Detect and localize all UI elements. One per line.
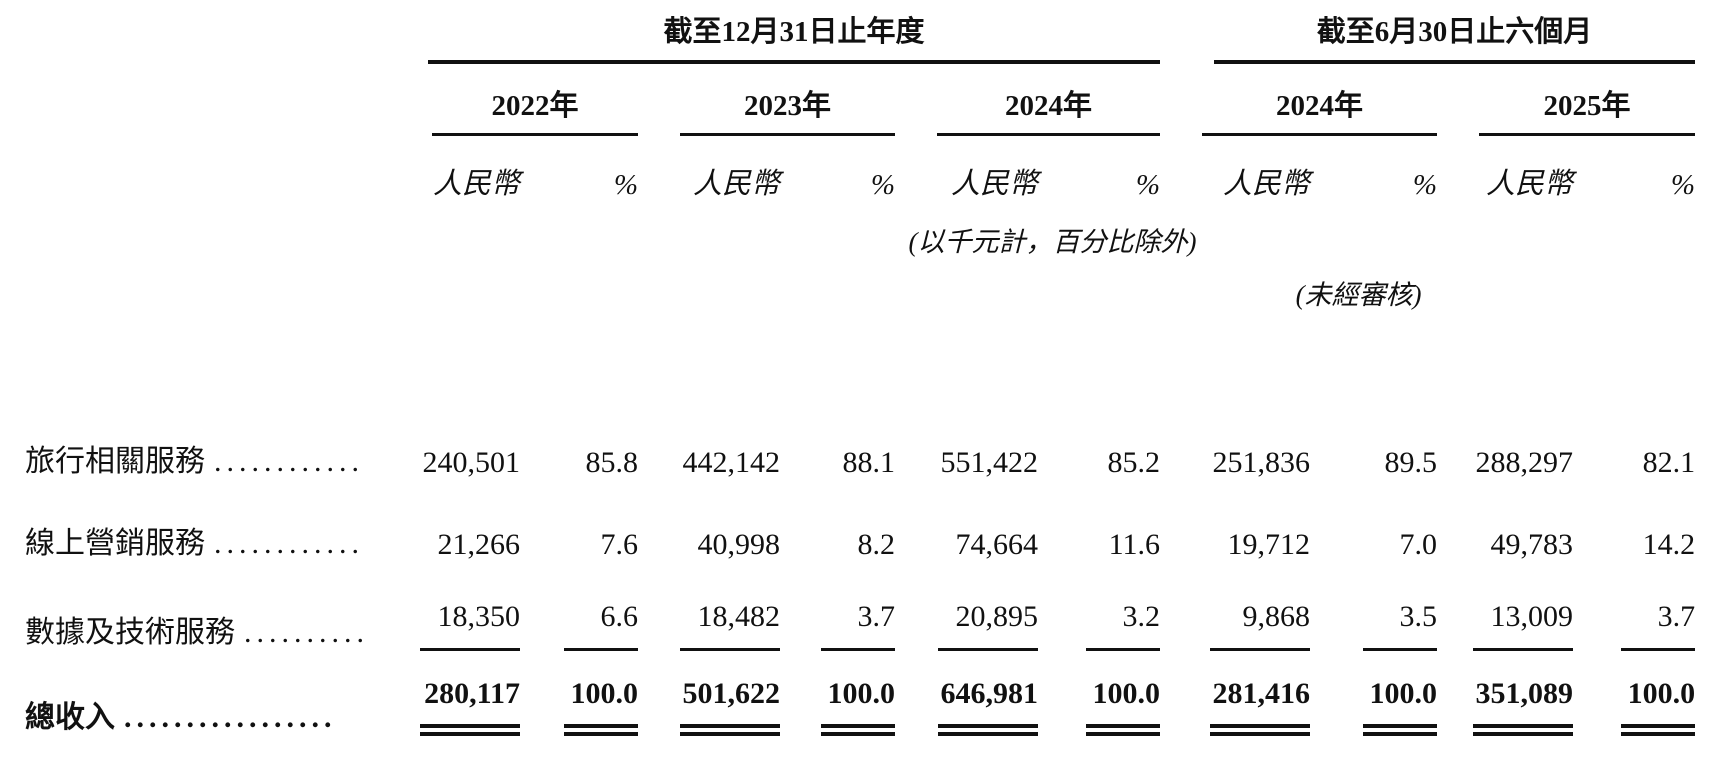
year-header-2024-interim: 2024年: [1202, 90, 1438, 136]
revenue-breakdown-table: 截至12月31日止年度 截至6月30日止六個月 2022年 2023年 2024…: [0, 16, 1696, 736]
value-cell: 7.6: [600, 527, 639, 561]
leader-dots: ............: [214, 526, 364, 560]
value-cell: 19,712: [1227, 527, 1311, 561]
value-cell: 82.1: [1642, 445, 1696, 479]
value-cell: 7.0: [1399, 527, 1438, 561]
value-cell: 551,422: [940, 445, 1039, 479]
period-group-row: 截至12月31日止年度 截至6月30日止六個月: [0, 16, 1696, 65]
percent-subheader: %: [870, 168, 895, 201]
row-label: 數據及技術服務: [25, 615, 235, 649]
subheader-row: 人民幣 % 人民幣 % 人民幣 % 人民幣 % 人民幣 %: [0, 136, 1695, 202]
value-cell: 251,836: [1212, 445, 1311, 479]
year-header-2025-interim: 2025年: [1479, 90, 1696, 136]
value-cell: 85.8: [585, 445, 639, 479]
value-cell: 6.6: [564, 600, 638, 651]
total-value-cell: 646,981: [938, 677, 1038, 736]
total-value-cell: 100.0: [1086, 677, 1161, 736]
value-cell: 3.5: [1363, 600, 1438, 651]
total-value-cell: 351,089: [1473, 677, 1574, 736]
value-cell: 8.2: [857, 527, 896, 561]
currency-subheader: 人民幣: [432, 167, 520, 200]
total-value-cell: 100.0: [821, 677, 895, 736]
year-header-row: 2022年 2023年 2024年 2024年 2025年: [0, 64, 1696, 136]
percent-subheader: %: [1135, 168, 1161, 201]
total-label: 總收入: [25, 700, 115, 734]
table-row-online-marketing: 線上營銷服務............ 21,266 7.6 40,998 8.2…: [0, 480, 1695, 562]
value-cell: 288,297: [1475, 445, 1574, 479]
value-cell: 18,350: [420, 600, 520, 651]
total-value-cell: 100.0: [1363, 677, 1438, 736]
unaudited-note: (未經審核): [1295, 279, 1422, 310]
value-cell: 20,895: [938, 600, 1038, 651]
value-cell: 21,266: [437, 527, 521, 561]
year-header-2023: 2023年: [680, 90, 895, 136]
percent-subheader: %: [613, 168, 638, 201]
value-cell: 88.1: [842, 445, 896, 479]
row-label: 旅行相關服務: [25, 444, 205, 478]
year-header-2024: 2024年: [937, 90, 1161, 136]
table-row-total-revenue: 總收入................. 280,117 100.0 501,6…: [0, 651, 1696, 736]
value-cell: 442,142: [682, 445, 781, 479]
value-cell: 3.7: [1621, 600, 1696, 651]
total-value-cell: 501,622: [680, 677, 780, 736]
value-cell: 240,501: [422, 445, 521, 479]
currency-subheader: 人民幣: [1486, 167, 1574, 200]
leader-dots: ............: [214, 444, 364, 478]
currency-subheader: 人民幣: [1223, 167, 1311, 200]
total-value-cell: 100.0: [1621, 677, 1696, 736]
value-cell: 85.2: [1107, 445, 1161, 479]
value-cell: 13,009: [1473, 600, 1574, 651]
value-cell: 11.6: [1108, 527, 1161, 561]
period-group-header-annual: 截至12月31日止年度: [428, 16, 1161, 65]
value-cell: 40,998: [697, 527, 781, 561]
currency-subheader: 人民幣: [950, 167, 1038, 200]
percent-subheader: %: [1412, 168, 1438, 201]
value-cell: 3.2: [1086, 600, 1161, 651]
total-value-cell: 100.0: [564, 677, 638, 736]
value-cell: 3.7: [821, 600, 895, 651]
currency-subheader: 人民幣: [692, 167, 780, 200]
unaudited-note-row: (未經審核): [0, 259, 1695, 312]
value-cell: 9,868: [1210, 600, 1311, 651]
total-value-cell: 280,117: [420, 677, 520, 736]
row-label: 線上營銷服務: [25, 526, 205, 560]
table-row-travel-services: 旅行相關服務............ 240,501 85.8 442,142 …: [0, 398, 1695, 480]
units-note-row: (以千元計，百分比除外): [0, 202, 1695, 259]
leader-dots: ..........: [244, 615, 369, 649]
table-row-data-tech: 數據及技術服務.......... 18,350 6.6 18,482 3.7 …: [0, 562, 1696, 651]
year-header-2022: 2022年: [432, 90, 638, 136]
leader-dots: .................: [124, 700, 337, 734]
value-cell: 18,482: [680, 600, 780, 651]
units-note: (以千元計，百分比除外): [908, 226, 1197, 257]
value-cell: 89.5: [1384, 445, 1438, 479]
value-cell: 49,783: [1490, 527, 1574, 561]
value-cell: 74,664: [955, 527, 1039, 561]
total-value-cell: 281,416: [1210, 677, 1311, 736]
value-cell: 14.2: [1642, 527, 1696, 561]
period-group-header-interim: 截至6月30日止六個月: [1214, 16, 1696, 65]
percent-subheader: %: [1670, 168, 1696, 201]
